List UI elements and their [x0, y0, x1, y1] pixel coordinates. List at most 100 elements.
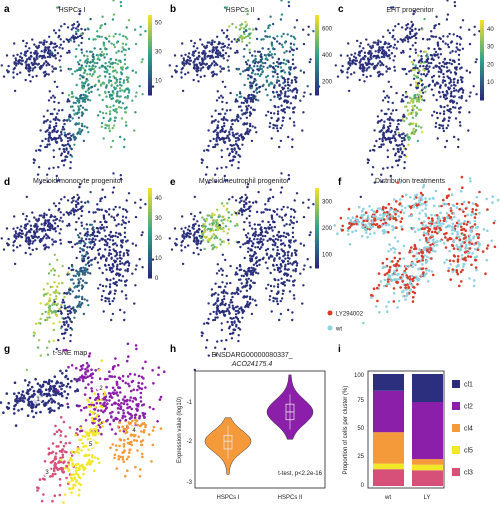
scatter-point-c: [418, 125, 420, 127]
scatter-point-a: [119, 87, 121, 89]
scatter-point-a: [106, 53, 108, 55]
scatter-point-f: [476, 196, 479, 199]
scatter-point-a: [51, 113, 53, 115]
scatter-point-b: [278, 42, 280, 44]
scatter-point-e: [241, 317, 243, 319]
scatter-point-d: [141, 231, 143, 233]
scatter-point-d: [123, 252, 125, 254]
scatter-point-d: [55, 310, 57, 312]
scatter-point-a: [69, 137, 71, 139]
scatter-point-d: [12, 228, 14, 230]
scatter-point-d: [131, 273, 133, 275]
scatter-point-b: [231, 123, 233, 125]
scatter-point-a: [124, 59, 126, 61]
scatter-point-c: [473, 85, 475, 87]
scatter-point-b: [206, 46, 208, 48]
scatter-point-f: [434, 231, 437, 234]
scatter-point-b: [290, 35, 292, 37]
scatter-point-a: [98, 94, 100, 96]
scatter-point-c: [381, 129, 383, 131]
scatter-point-a: [56, 175, 58, 177]
scatter-point-c: [400, 52, 402, 54]
scatter-point-d: [35, 229, 37, 231]
scatter-point-a: [59, 66, 61, 68]
scatter-point-a: [101, 36, 103, 38]
scatter-point-d: [116, 268, 118, 270]
scatter-point-f: [430, 214, 433, 217]
scatter-point-c: [428, 47, 430, 49]
scatter-point-c: [422, 38, 424, 40]
scatter-point-d: [73, 210, 75, 212]
scatter-point-c: [425, 86, 427, 88]
scatter-point-b: [232, 151, 234, 153]
scatter-point-c: [386, 46, 388, 48]
scatter-point-e: [216, 340, 218, 342]
scatter-point-e: [206, 339, 208, 341]
scatter-point-d: [55, 314, 57, 316]
scatter-point-b: [257, 18, 259, 20]
scatter-point-d: [61, 282, 63, 284]
scatter-point-a: [122, 43, 124, 45]
scatter-point-c: [415, 114, 417, 116]
scatter-point-f: [437, 220, 440, 223]
scatter-point-a: [77, 36, 79, 38]
scatter-point-a: [35, 150, 37, 152]
scatter-point-b: [274, 71, 276, 73]
scatter-point-c: [387, 108, 389, 110]
scatter-point-b: [277, 110, 279, 112]
scatter-point-f: [367, 215, 370, 218]
scatter-point-d: [108, 213, 110, 215]
scatter-point-d: [99, 198, 101, 200]
scatter-point-b: [237, 137, 239, 139]
scatter-point-d: [88, 265, 90, 267]
scatter-point-d: [39, 318, 41, 320]
scatter-point-f: [453, 247, 456, 250]
scatter-point-c: [364, 52, 366, 54]
scatter-point-e: [241, 286, 243, 288]
scatter-point-a: [61, 109, 63, 111]
scatter-point-c: [449, 87, 451, 89]
scatter-point-b: [212, 56, 214, 58]
scatter-point-f: [383, 229, 386, 232]
scatter-point-a: [77, 132, 79, 134]
scatter-point-c: [431, 114, 433, 116]
scatter-point-e: [278, 253, 280, 255]
scatter-point-d: [61, 333, 63, 335]
scatter-point-f: [414, 231, 417, 234]
scatter-point-b: [250, 98, 252, 100]
scatter-point-f: [451, 218, 454, 221]
scatter-point-c: [365, 64, 367, 66]
scatter-point-e: [289, 290, 291, 292]
scatter-point-d: [35, 323, 37, 325]
scatter-point-b: [264, 30, 266, 32]
scatter-point-d: [84, 202, 86, 204]
scatter-point-d: [34, 232, 36, 234]
scatter-point-b: [175, 71, 177, 73]
scatter-point-d: [121, 246, 123, 248]
scatter-point-c: [443, 117, 445, 119]
scatter-point-d: [72, 290, 74, 292]
scatter-point-f: [431, 231, 434, 234]
scatter-point-a: [106, 71, 108, 73]
scatter-point-b: [225, 130, 227, 132]
scatter-point-e: [209, 313, 211, 315]
scatter-point-b: [245, 123, 247, 125]
scatter-point-b: [182, 90, 184, 92]
scatter-point-c: [462, 48, 464, 50]
scatter-point-e: [241, 210, 243, 212]
scatter-point-d: [29, 253, 31, 255]
scatter-point-a: [69, 154, 71, 156]
scatter-point-e: [231, 296, 233, 298]
scatter-point-a: [75, 97, 77, 99]
scatter-point-c: [390, 175, 392, 177]
scatter-point-b: [223, 117, 225, 119]
scatter-point-c: [452, 106, 454, 108]
scatter-point-e: [189, 230, 191, 232]
scatter-point-e: [289, 246, 291, 248]
scatter-point-e: [254, 246, 256, 248]
scatter-point-a: [109, 113, 111, 115]
scatter-point-f: [366, 226, 369, 229]
scatter-point-e: [180, 228, 182, 230]
scatter-point-c: [454, 107, 456, 109]
scatter-point-c: [455, 68, 457, 70]
